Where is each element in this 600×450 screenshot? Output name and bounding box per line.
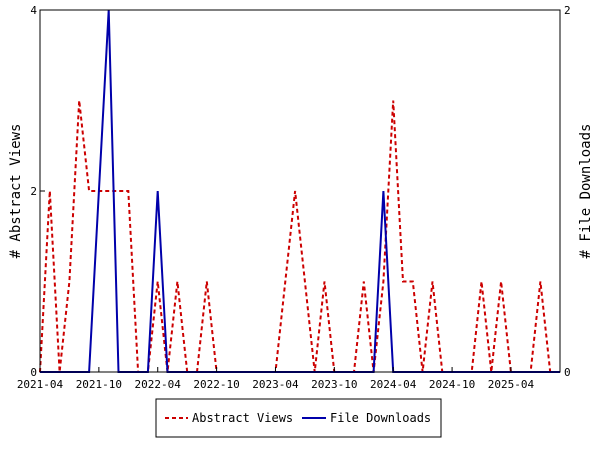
x-tick-label: 2021-04 <box>17 378 64 391</box>
x-tick-label: 2025-04 <box>488 378 535 391</box>
x-tick-label: 2021-10 <box>76 378 122 391</box>
left-tick-label: 4 <box>30 4 37 17</box>
left-tick-label: 0 <box>30 366 37 379</box>
legend-box <box>155 398 442 438</box>
x-tick-label: 2023-04 <box>252 378 299 391</box>
right-axis-label: # File Downloads <box>578 124 594 259</box>
x-tick-label: 2023-10 <box>311 378 357 391</box>
series-line-file-downloads <box>40 9 560 373</box>
x-tick-label: 2024-10 <box>429 378 475 391</box>
right-tick-label: 0 <box>564 366 571 379</box>
series-line-abstract-views <box>39 100 560 373</box>
legend-label-file-downloads: File Downloads <box>330 411 431 425</box>
x-tick-label: 2022-04 <box>135 378 182 391</box>
plot-area <box>39 9 560 373</box>
left-tick-label: 2 <box>30 185 37 198</box>
legend: Abstract Views File Downloads <box>155 398 442 438</box>
x-tick-label: 2022-10 <box>193 378 239 391</box>
legend-label-abstract-views: Abstract Views <box>192 411 293 425</box>
axes: 0 2 4 0 2 2021-04 2021-10 2022-04 2022-10 2023-04… <box>17 4 571 391</box>
right-tick-label: 2 <box>564 4 571 17</box>
left-axis-label: # Abstract Views <box>8 124 24 259</box>
x-tick-label: 2024-04 <box>370 378 417 391</box>
